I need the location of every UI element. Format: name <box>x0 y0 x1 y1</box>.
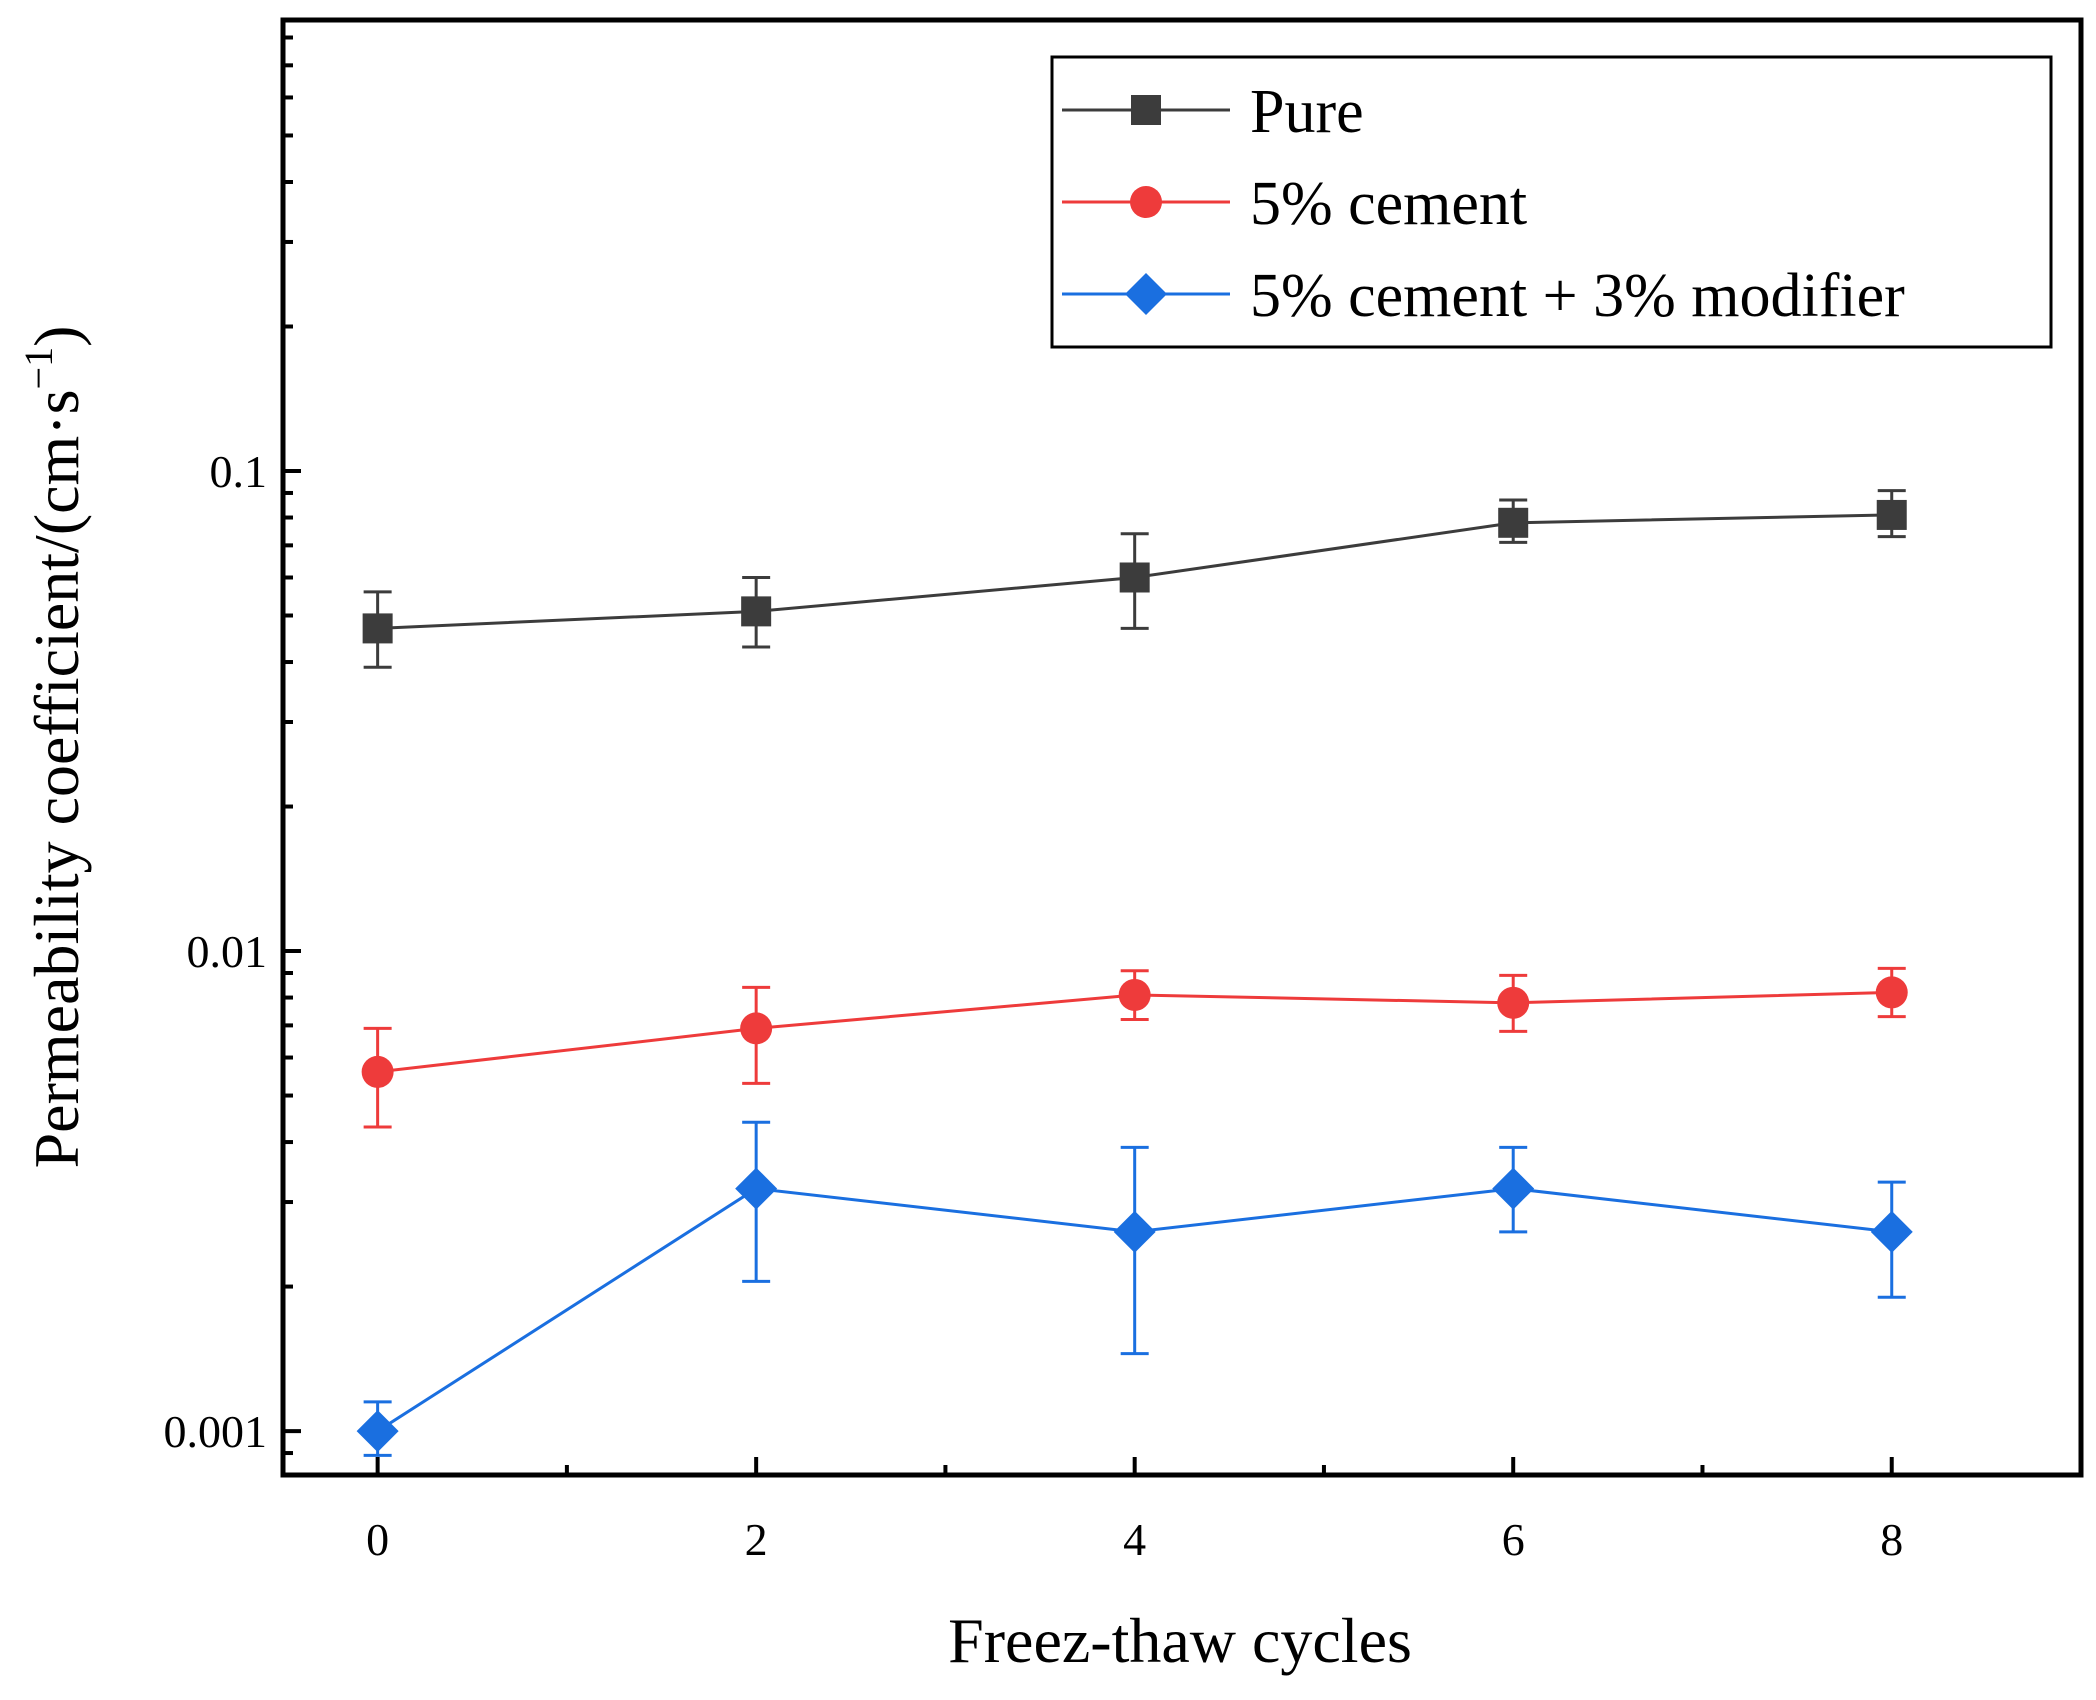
data-point <box>1492 1167 1535 1210</box>
legend-marker <box>1131 95 1161 125</box>
legend-label: Pure <box>1250 78 1364 146</box>
series-2 <box>361 966 1908 1129</box>
data-point <box>356 1410 399 1453</box>
legend-marker <box>1130 186 1162 218</box>
plot-frame <box>280 17 2084 1478</box>
y-axis-title-exponent: −1 <box>16 347 61 390</box>
data-point <box>735 1167 778 1210</box>
legend-item: 5% cement + 3% modifier <box>1062 262 1905 330</box>
y-axis-title-main: Permeability coefficient/(cm·s <box>21 389 92 1168</box>
legend: Pure 5% cement 5% cement + 3% modifier <box>1050 55 2053 349</box>
axis-tick-labels: 0 2 4 6 8 0.001 0.01 0.1 <box>164 446 1904 1565</box>
legend-marker <box>1125 273 1167 315</box>
x-axis-title: Freez-thaw cycles <box>948 1605 1412 1676</box>
legend-rows: Pure 5% cement 5% cement + 3% modifier <box>1062 78 1905 330</box>
y-axis-title-close: ) <box>21 326 92 347</box>
y-tick-label: 0.001 <box>164 1406 268 1457</box>
series-3 <box>356 1120 1913 1457</box>
data-point <box>1498 507 1529 538</box>
legend-item: 5% cement <box>1062 170 1527 238</box>
y-axis-title: Permeability coefficient/(cm·s−1) <box>16 326 92 1169</box>
data-point <box>1113 1210 1156 1253</box>
data-point <box>362 613 393 644</box>
data-point <box>1119 562 1150 593</box>
x-tick-label: 2 <box>745 1514 768 1565</box>
y-tick-label: 0.01 <box>187 926 268 977</box>
data-point <box>1876 499 1907 530</box>
data-point <box>1870 1210 1913 1253</box>
legend-box <box>1050 55 2053 349</box>
data-point <box>361 1055 394 1088</box>
data-point <box>1875 976 1908 1009</box>
x-tick-label: 8 <box>1880 1514 1903 1565</box>
data-point <box>1497 986 1530 1019</box>
legend-label: 5% cement <box>1250 170 1527 238</box>
data-point <box>741 596 772 627</box>
legend-label: 5% cement + 3% modifier <box>1250 262 1905 330</box>
series-1 <box>362 489 1907 669</box>
y-tick-label: 0.1 <box>210 446 268 497</box>
x-tick-label: 6 <box>1502 1514 1525 1565</box>
data-series <box>356 489 1913 1457</box>
x-tick-label: 4 <box>1123 1514 1146 1565</box>
legend-item: Pure <box>1062 78 1364 146</box>
data-point <box>740 1012 773 1045</box>
data-point <box>1118 978 1151 1011</box>
x-tick-label: 0 <box>366 1514 389 1565</box>
